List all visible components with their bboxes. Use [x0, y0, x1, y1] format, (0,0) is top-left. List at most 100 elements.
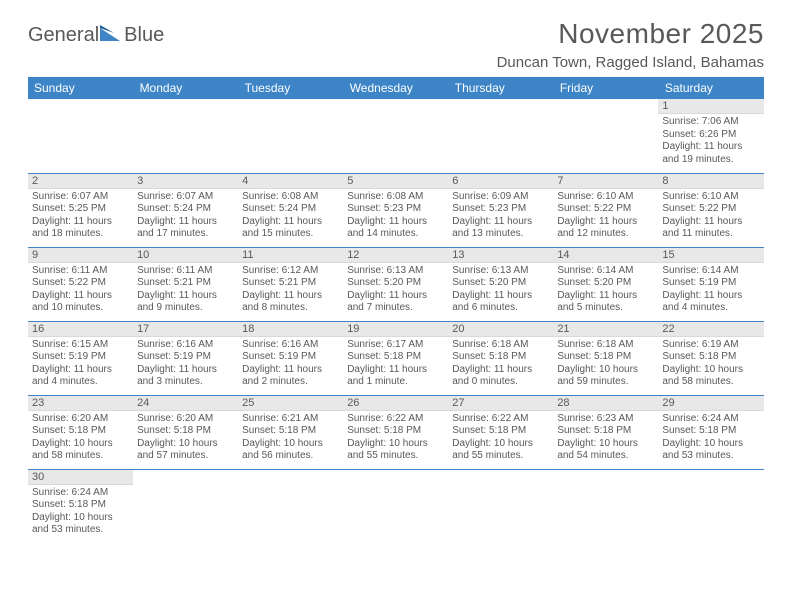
calendar-cell: 9Sunrise: 6:11 AMSunset: 5:22 PMDaylight…: [28, 247, 133, 321]
day-number: 8: [658, 174, 763, 189]
day-details: Sunrise: 6:08 AMSunset: 5:24 PMDaylight:…: [238, 189, 343, 244]
day-details: Sunrise: 6:24 AMSunset: 5:18 PMDaylight:…: [28, 485, 133, 540]
day-number: 4: [238, 174, 343, 189]
sunset-line: Sunset: 5:18 PM: [137, 425, 234, 438]
day-details: Sunrise: 6:24 AMSunset: 5:18 PMDaylight:…: [658, 411, 763, 466]
day-details: Sunrise: 6:18 AMSunset: 5:18 PMDaylight:…: [553, 337, 658, 392]
daylight-line: Daylight: 11 hours: [557, 290, 654, 303]
sunset-line: Sunset: 5:18 PM: [242, 425, 339, 438]
daylight-line: and 56 minutes.: [242, 450, 339, 463]
calendar-cell: 5Sunrise: 6:08 AMSunset: 5:23 PMDaylight…: [343, 173, 448, 247]
brand-part2: Blue: [124, 24, 164, 47]
calendar-cell: [133, 469, 238, 543]
sunrise-line: Sunrise: 6:21 AM: [242, 413, 339, 426]
calendar-cell: 10Sunrise: 6:11 AMSunset: 5:21 PMDayligh…: [133, 247, 238, 321]
day-details: Sunrise: 6:18 AMSunset: 5:18 PMDaylight:…: [448, 337, 553, 392]
calendar-week-row: 9Sunrise: 6:11 AMSunset: 5:22 PMDaylight…: [28, 247, 764, 321]
day-number: 2: [28, 174, 133, 189]
daylight-line: Daylight: 11 hours: [32, 290, 129, 303]
daylight-line: Daylight: 11 hours: [557, 216, 654, 229]
sunrise-line: Sunrise: 6:16 AM: [242, 339, 339, 352]
calendar-cell: [658, 469, 763, 543]
day-number: 16: [28, 322, 133, 337]
daylight-line: Daylight: 11 hours: [452, 290, 549, 303]
calendar-cell: 19Sunrise: 6:17 AMSunset: 5:18 PMDayligh…: [343, 321, 448, 395]
daylight-line: and 11 minutes.: [662, 228, 759, 241]
daylight-line: and 19 minutes.: [662, 154, 759, 167]
day-number: 20: [448, 322, 553, 337]
calendar-table: Sunday Monday Tuesday Wednesday Thursday…: [28, 77, 764, 543]
calendar-cell: 27Sunrise: 6:22 AMSunset: 5:18 PMDayligh…: [448, 395, 553, 469]
calendar-cell: 7Sunrise: 6:10 AMSunset: 5:22 PMDaylight…: [553, 173, 658, 247]
daylight-line: and 10 minutes.: [32, 302, 129, 315]
day-details: Sunrise: 6:07 AMSunset: 5:25 PMDaylight:…: [28, 189, 133, 244]
day-details: Sunrise: 6:16 AMSunset: 5:19 PMDaylight:…: [133, 337, 238, 392]
daylight-line: Daylight: 11 hours: [347, 216, 444, 229]
sunset-line: Sunset: 5:18 PM: [662, 425, 759, 438]
daylight-line: and 13 minutes.: [452, 228, 549, 241]
day-number: 17: [133, 322, 238, 337]
sunset-line: Sunset: 5:20 PM: [452, 277, 549, 290]
sunset-line: Sunset: 5:24 PM: [137, 203, 234, 216]
day-details: Sunrise: 6:10 AMSunset: 5:22 PMDaylight:…: [553, 189, 658, 244]
calendar-cell: [238, 99, 343, 173]
sunrise-line: Sunrise: 6:10 AM: [557, 191, 654, 204]
day-number: 15: [658, 248, 763, 263]
sunset-line: Sunset: 5:18 PM: [32, 499, 129, 512]
sunrise-line: Sunrise: 6:10 AM: [662, 191, 759, 204]
sunset-line: Sunset: 5:18 PM: [452, 351, 549, 364]
daylight-line: and 54 minutes.: [557, 450, 654, 463]
sunset-line: Sunset: 5:18 PM: [452, 425, 549, 438]
day-number: 5: [343, 174, 448, 189]
calendar-cell: 3Sunrise: 6:07 AMSunset: 5:24 PMDaylight…: [133, 173, 238, 247]
day-details: Sunrise: 6:14 AMSunset: 5:19 PMDaylight:…: [658, 263, 763, 318]
sunset-line: Sunset: 5:19 PM: [137, 351, 234, 364]
daylight-line: Daylight: 11 hours: [32, 216, 129, 229]
daylight-line: Daylight: 10 hours: [242, 438, 339, 451]
calendar-cell: 17Sunrise: 6:16 AMSunset: 5:19 PMDayligh…: [133, 321, 238, 395]
calendar-cell: 18Sunrise: 6:16 AMSunset: 5:19 PMDayligh…: [238, 321, 343, 395]
day-number: 27: [448, 396, 553, 411]
sunset-line: Sunset: 5:25 PM: [32, 203, 129, 216]
calendar-cell: 13Sunrise: 6:13 AMSunset: 5:20 PMDayligh…: [448, 247, 553, 321]
daylight-line: Daylight: 11 hours: [242, 216, 339, 229]
daylight-line: Daylight: 10 hours: [347, 438, 444, 451]
sunrise-line: Sunrise: 6:07 AM: [32, 191, 129, 204]
calendar-cell: [343, 99, 448, 173]
sunrise-line: Sunrise: 6:07 AM: [137, 191, 234, 204]
daylight-line: Daylight: 11 hours: [347, 364, 444, 377]
calendar-cell: 1Sunrise: 7:06 AMSunset: 6:26 PMDaylight…: [658, 99, 763, 173]
sunrise-line: Sunrise: 6:09 AM: [452, 191, 549, 204]
sunrise-line: Sunrise: 6:13 AM: [347, 265, 444, 278]
daylight-line: and 1 minute.: [347, 376, 444, 389]
daylight-line: and 5 minutes.: [557, 302, 654, 315]
daylight-line: and 0 minutes.: [452, 376, 549, 389]
daylight-line: Daylight: 11 hours: [452, 216, 549, 229]
daylight-line: and 8 minutes.: [242, 302, 339, 315]
day-details: Sunrise: 6:12 AMSunset: 5:21 PMDaylight:…: [238, 263, 343, 318]
calendar-cell: 2Sunrise: 6:07 AMSunset: 5:25 PMDaylight…: [28, 173, 133, 247]
calendar-cell: 24Sunrise: 6:20 AMSunset: 5:18 PMDayligh…: [133, 395, 238, 469]
day-details: Sunrise: 6:15 AMSunset: 5:19 PMDaylight:…: [28, 337, 133, 392]
day-number: 30: [28, 470, 133, 485]
day-details: Sunrise: 7:06 AMSunset: 6:26 PMDaylight:…: [658, 114, 763, 169]
daylight-line: and 15 minutes.: [242, 228, 339, 241]
calendar-cell: 15Sunrise: 6:14 AMSunset: 5:19 PMDayligh…: [658, 247, 763, 321]
sunset-line: Sunset: 5:21 PM: [242, 277, 339, 290]
sunset-line: Sunset: 5:23 PM: [452, 203, 549, 216]
sunrise-line: Sunrise: 6:19 AM: [662, 339, 759, 352]
sunset-line: Sunset: 5:19 PM: [32, 351, 129, 364]
daylight-line: Daylight: 10 hours: [32, 438, 129, 451]
daylight-line: Daylight: 11 hours: [137, 364, 234, 377]
calendar-week-row: 2Sunrise: 6:07 AMSunset: 5:25 PMDaylight…: [28, 173, 764, 247]
daylight-line: Daylight: 11 hours: [242, 290, 339, 303]
calendar-week-row: 23Sunrise: 6:20 AMSunset: 5:18 PMDayligh…: [28, 395, 764, 469]
sunrise-line: Sunrise: 6:24 AM: [662, 413, 759, 426]
calendar-week-row: 30Sunrise: 6:24 AMSunset: 5:18 PMDayligh…: [28, 469, 764, 543]
day-number: 7: [553, 174, 658, 189]
sunrise-line: Sunrise: 6:11 AM: [137, 265, 234, 278]
day-details: Sunrise: 6:16 AMSunset: 5:19 PMDaylight:…: [238, 337, 343, 392]
day-number: 26: [343, 396, 448, 411]
daylight-line: and 53 minutes.: [32, 524, 129, 537]
sunset-line: Sunset: 5:18 PM: [347, 351, 444, 364]
